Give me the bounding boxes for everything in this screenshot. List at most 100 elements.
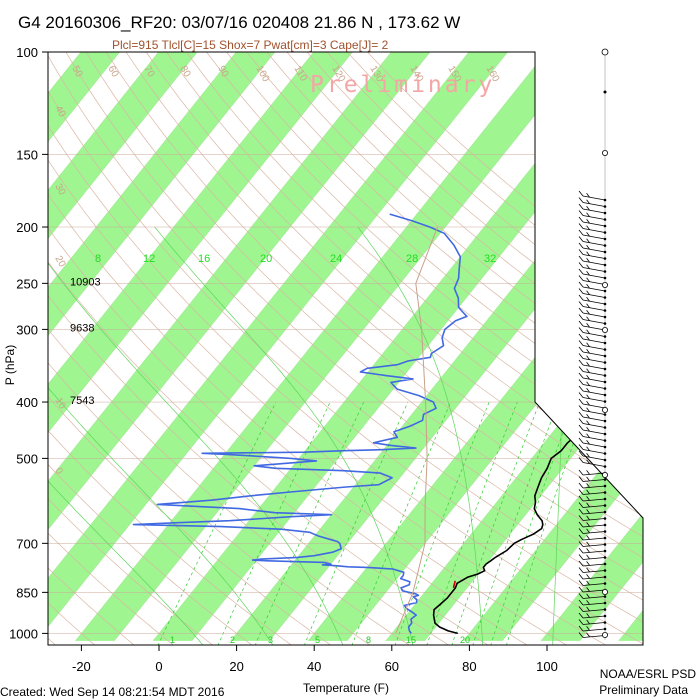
barb-flag	[578, 229, 584, 236]
mixing-ratio-label: 3	[268, 635, 273, 645]
barb-flag	[586, 296, 590, 302]
wind-barb	[578, 450, 607, 462]
barb-staff	[582, 544, 606, 547]
barb-dot	[603, 263, 607, 267]
barb-staff	[582, 550, 606, 554]
wind-barb	[578, 424, 607, 436]
barb-flag	[586, 309, 590, 315]
dry-adiabat	[85, 52, 643, 645]
barb-flag	[586, 522, 590, 527]
barb-staff	[582, 492, 606, 495]
chart-subtitle: Plcl=915 Tlcl[C]=15 Shox=7 Pwat[cm]=3 Ca…	[112, 38, 389, 52]
barb-staff	[582, 583, 606, 586]
mixing-ratio-line	[303, 401, 409, 645]
barb-flag	[586, 225, 590, 230]
barb-staff	[582, 208, 606, 214]
barb-flag	[578, 457, 584, 463]
barb-flag	[578, 392, 584, 398]
y-axis-label: P (hPa)	[3, 345, 17, 385]
barb-flag	[586, 290, 590, 295]
mixing-ratio-line	[505, 401, 589, 645]
barb-flag	[578, 580, 584, 586]
barb-dot	[603, 491, 607, 494]
wind-barb	[578, 619, 607, 625]
dry-adiabat-label: 60	[105, 64, 120, 80]
wind-barb	[578, 392, 607, 403]
wind-barb	[578, 567, 607, 573]
barb-flag	[586, 270, 590, 276]
barb-flag	[578, 353, 584, 359]
wind-barb	[578, 606, 607, 612]
barb-flag	[586, 257, 590, 263]
barb-dot	[603, 354, 607, 358]
barb-dot	[603, 380, 607, 384]
wind-barb	[578, 515, 607, 521]
x-axis: -20 0 20 40 60 80 100	[72, 645, 558, 674]
barb-dot	[603, 523, 607, 527]
mixing-ratio-label: 8	[95, 253, 101, 265]
wind-barb	[578, 573, 607, 580]
barb-staff	[582, 576, 606, 580]
barb-flag	[578, 547, 584, 554]
barb-staff	[582, 215, 606, 220]
barb-dot	[603, 426, 607, 429]
y-tick-label: 400	[16, 395, 38, 410]
x-tick-label: 60	[385, 659, 399, 674]
moist-adiabat-label: 30	[621, 475, 643, 497]
barb-flag	[586, 238, 590, 243]
y-tick-label: 700	[16, 536, 38, 551]
barb-dot	[603, 289, 607, 293]
barb-flag	[578, 255, 584, 262]
isotherm-band	[48, 52, 353, 641]
barb-flag	[586, 619, 590, 625]
wind-barb	[578, 268, 607, 280]
barb-staff	[582, 472, 606, 476]
barb-flag	[586, 231, 590, 237]
dry-adiabat	[48, 52, 529, 645]
barb-flag	[586, 446, 590, 451]
mixing-ratio-label: 15	[406, 635, 416, 645]
barb-flag	[578, 508, 584, 515]
barb-dot	[603, 367, 607, 371]
y-tick-label: 250	[16, 276, 38, 291]
wind-barb	[578, 307, 607, 319]
dry-adiabat	[48, 52, 411, 645]
y-tick-label: 1000	[9, 626, 38, 641]
barb-flag	[578, 534, 584, 541]
y-axis: 100 150 200 250 300 400 500 700 850 1000	[9, 45, 48, 641]
mixing-ratio-line	[217, 401, 331, 645]
barb-flag	[578, 625, 584, 632]
barb-staff	[582, 511, 606, 515]
barb-flag	[578, 515, 584, 521]
barb-dot	[603, 478, 607, 481]
barb-dot	[603, 211, 607, 215]
mixing-ratio-line	[254, 401, 365, 645]
wind-barb	[578, 294, 607, 306]
mixing-ratio-label: 20	[460, 635, 470, 645]
wind-barb	[578, 385, 607, 397]
barb-staff	[582, 531, 606, 534]
dry-adiabat	[48, 52, 643, 645]
dry-adiabat	[48, 52, 96, 645]
dry-adiabat-label: 0	[52, 466, 65, 477]
barb-flag	[578, 294, 584, 301]
barb-staff	[582, 518, 606, 521]
wind-barb	[578, 288, 607, 299]
barb-flag	[586, 205, 590, 211]
dry-adiabat-label: 70	[141, 64, 156, 80]
barb-flag	[586, 251, 590, 256]
lcl-marker	[452, 580, 456, 589]
barb-flag	[586, 593, 590, 599]
barb-dot	[603, 335, 607, 338]
wind-barb	[578, 502, 607, 508]
mixing-ratio-label: 8	[366, 635, 371, 645]
barb-staff	[582, 390, 606, 396]
wind-barb	[578, 379, 607, 390]
mixing-ratio-label: 5	[315, 635, 320, 645]
barb-dot	[603, 198, 607, 202]
barb-dot	[603, 517, 607, 520]
barb-flag	[578, 288, 584, 294]
barb-flag	[578, 359, 584, 366]
barb-flag	[586, 483, 590, 488]
barb-flag	[586, 283, 590, 289]
